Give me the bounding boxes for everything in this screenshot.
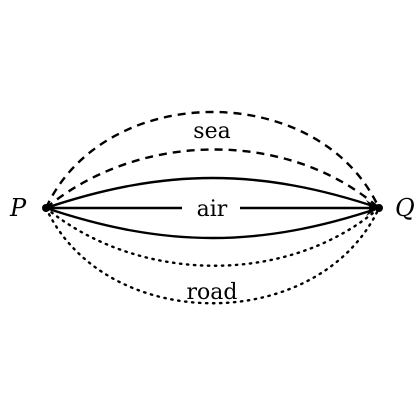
point-p-label: P bbox=[9, 194, 27, 222]
point-q-label: Q bbox=[395, 194, 415, 222]
air-routes bbox=[45, 176, 380, 240]
road-routes bbox=[44, 206, 381, 305]
road-route-outer bbox=[44, 206, 381, 305]
road-label: road bbox=[187, 280, 238, 305]
air-route-upper bbox=[45, 176, 380, 210]
sea-routes bbox=[44, 110, 381, 209]
air-route-lower bbox=[45, 206, 380, 240]
sea-route-outer bbox=[44, 110, 381, 209]
point-q-dot bbox=[375, 204, 383, 212]
point-p-dot bbox=[42, 204, 50, 212]
road-route-inner bbox=[44, 206, 381, 267]
air-label: air bbox=[197, 197, 228, 222]
sea-label: sea bbox=[193, 119, 230, 144]
sea-route-inner bbox=[45, 148, 380, 209]
